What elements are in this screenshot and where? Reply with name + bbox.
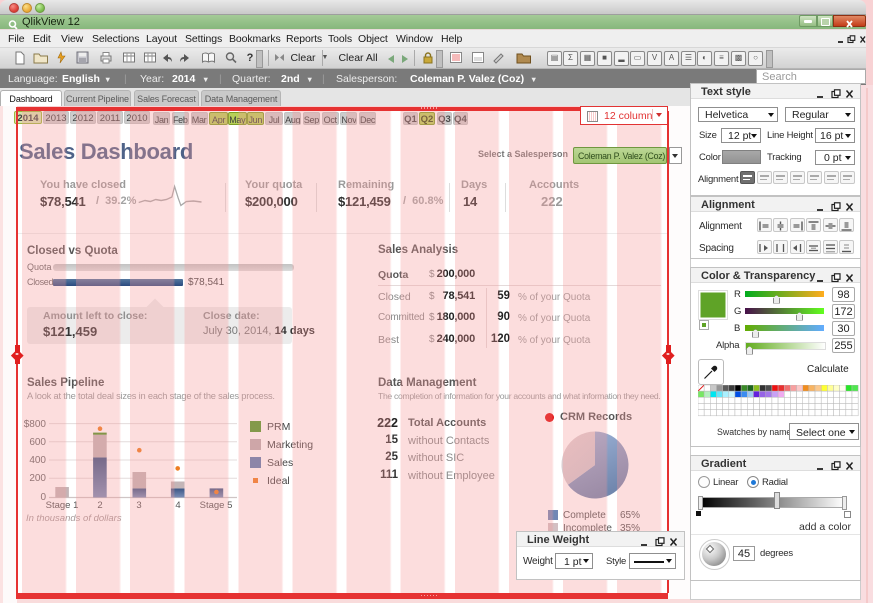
svg-text:4: 4: [175, 500, 180, 511]
svg-text:600: 600: [29, 437, 46, 448]
svg-text:3: 3: [136, 500, 141, 511]
svg-text:Stage 5: Stage 5: [200, 500, 233, 511]
svg-text:400: 400: [29, 455, 46, 466]
svg-text:0: 0: [40, 492, 46, 503]
svg-text:Stage 1: Stage 1: [46, 500, 79, 511]
svg-text:200: 200: [29, 473, 46, 484]
svg-text:$800: $800: [24, 419, 47, 430]
svg-text:2: 2: [97, 500, 102, 511]
